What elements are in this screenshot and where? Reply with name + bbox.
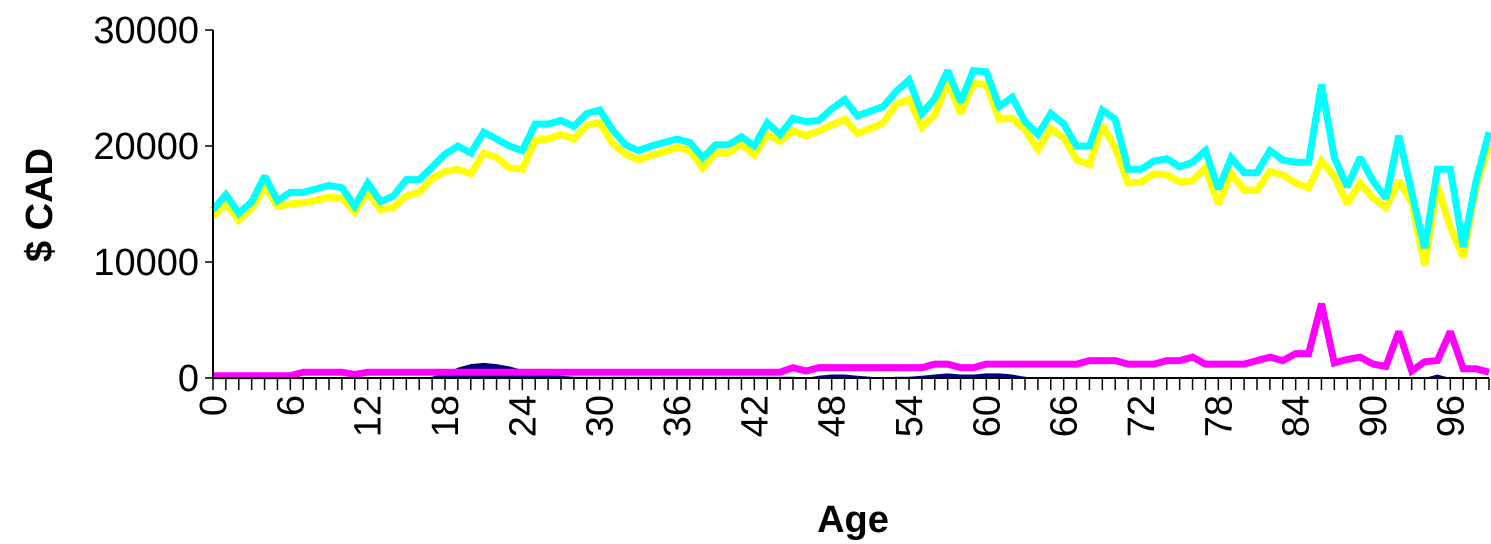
x-tick-label: 6 — [270, 395, 312, 416]
x-tick-label: 60 — [966, 395, 1008, 437]
chart-marks — [210, 66, 1491, 380]
series-1-line — [213, 302, 1490, 380]
y-tick-label: 30000 — [93, 10, 199, 52]
x-tick-label: 96 — [1430, 395, 1472, 437]
x-tick-label: 18 — [425, 395, 467, 437]
x-tick-label: 24 — [502, 395, 544, 437]
x-tick-label: 42 — [734, 395, 776, 437]
x-tick-label: 72 — [1121, 395, 1163, 437]
x-tick-label: 30 — [580, 395, 622, 437]
series-2-line — [210, 79, 1491, 267]
x-tick-label: 36 — [657, 395, 699, 437]
x-tick-label: 66 — [1044, 395, 1086, 437]
x-tick-label: 78 — [1198, 395, 1240, 437]
x-tick-label: 12 — [348, 395, 390, 437]
x-tick-label: 48 — [812, 395, 854, 437]
chart-axes: 0 10000 20000 30000 0 6 12 18 24 30 36 42 48 54 60 66 72… — [93, 10, 1490, 437]
y-tick-label: 10000 — [93, 242, 199, 284]
x-tick-label: 90 — [1353, 395, 1395, 437]
series-3-line — [210, 66, 1491, 249]
x-tick-label: 54 — [889, 395, 931, 437]
x-axis-title: Age — [817, 499, 889, 541]
x-tick-label: 84 — [1276, 395, 1318, 437]
y-axis-title: $ CAD — [19, 148, 61, 262]
y-tick-label: 0 — [178, 358, 199, 400]
x-tick-label: 0 — [193, 395, 235, 416]
y-tick-label: 20000 — [93, 126, 199, 168]
